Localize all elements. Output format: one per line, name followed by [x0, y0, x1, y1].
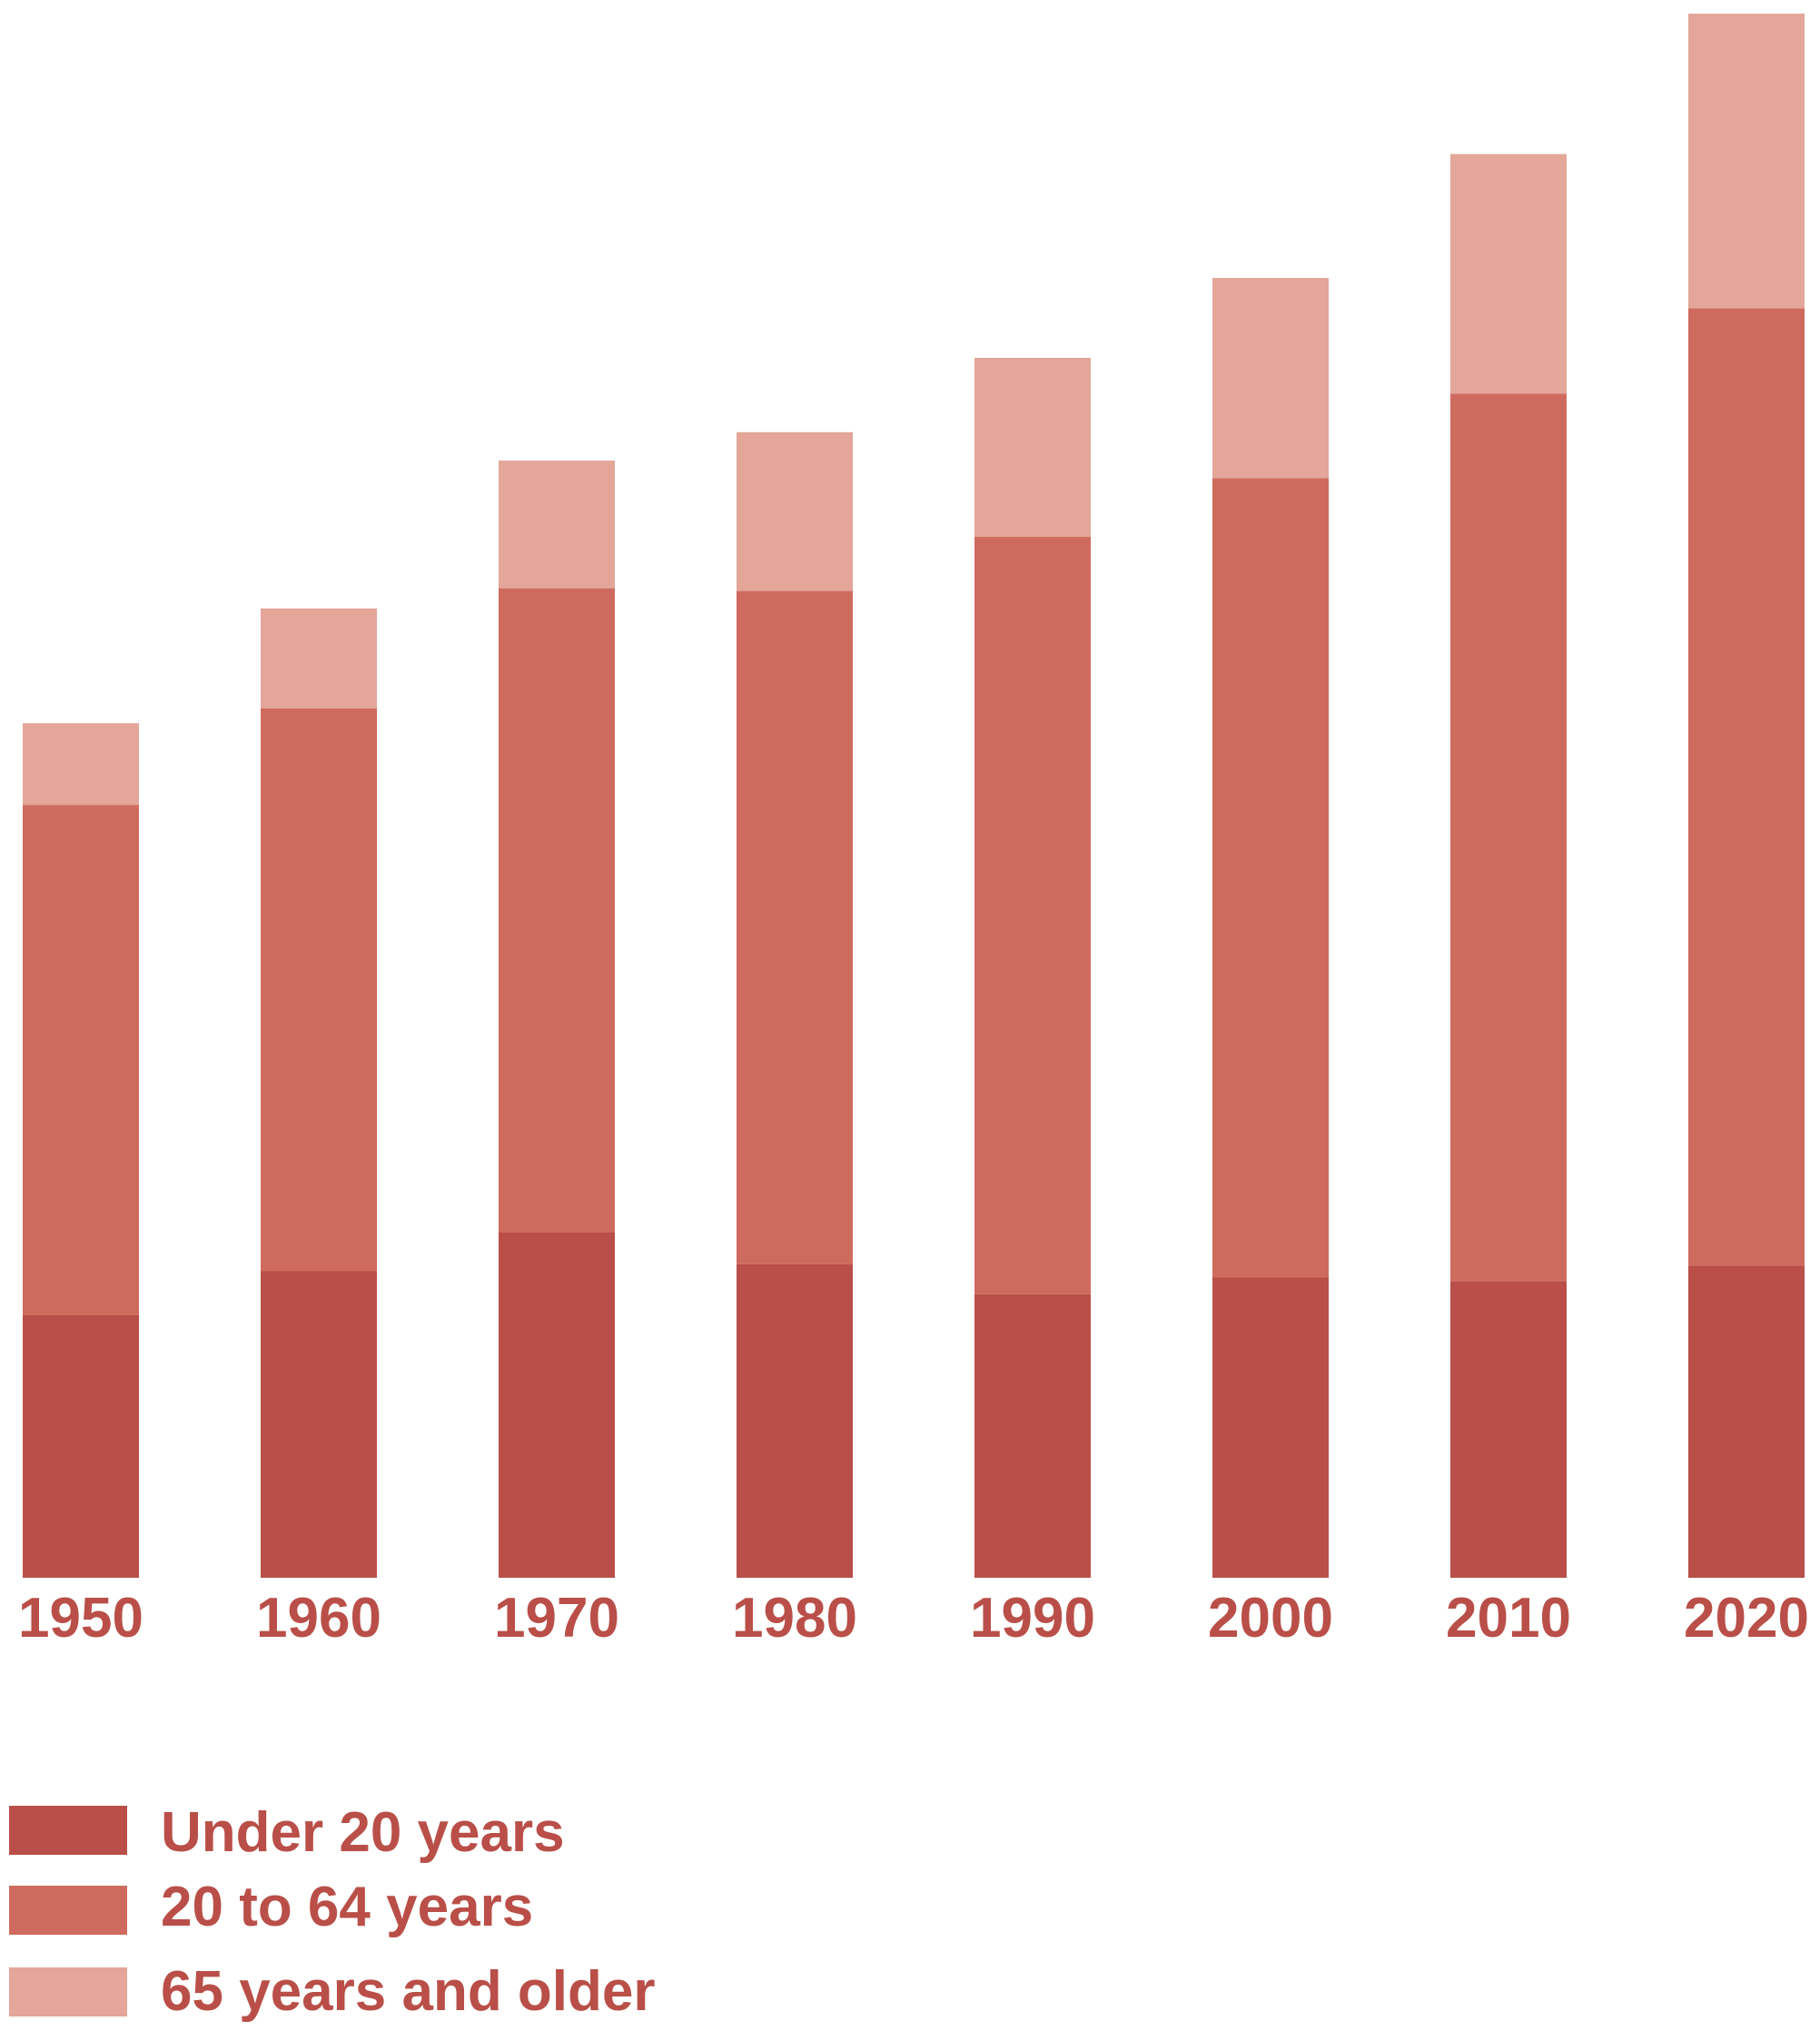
bar-1980-series-1 — [737, 590, 853, 1264]
bar-2020-series-2 — [1688, 14, 1805, 309]
bar-1950-series-2 — [23, 723, 139, 806]
x-tick-label: 1950 — [18, 1587, 143, 1650]
x-tick-label: 1960 — [256, 1587, 381, 1650]
x-tick-label: 1990 — [970, 1587, 1095, 1650]
bar-2010-series-0 — [1450, 1281, 1567, 1578]
bar-1950-series-1 — [23, 805, 139, 1315]
bar-2010-series-1 — [1450, 393, 1567, 1282]
bar-2000-series-2 — [1212, 278, 1329, 479]
legend-swatch — [9, 1886, 127, 1935]
bar-2010-series-2 — [1450, 154, 1567, 394]
bar-1990-series-0 — [974, 1293, 1091, 1578]
bars-group — [23, 14, 1805, 1578]
bar-1960-series-1 — [261, 708, 377, 1272]
bar-2020-series-0 — [1688, 1265, 1805, 1578]
bar-2000-series-0 — [1212, 1277, 1329, 1578]
bar-1960-series-0 — [261, 1271, 377, 1578]
bar-1980-series-0 — [737, 1263, 853, 1578]
bar-2000-series-1 — [1212, 478, 1329, 1278]
x-tick-label: 1980 — [732, 1587, 857, 1650]
legend: Under 20 years 20 to 64 years 65 years and… — [9, 1801, 656, 2023]
bar-1960-series-2 — [261, 608, 377, 708]
x-tick-label: 2020 — [1684, 1587, 1809, 1650]
x-tick-label: 1970 — [494, 1587, 619, 1650]
legend-label: Under 20 years — [161, 1801, 565, 1864]
bar-1970-series-1 — [499, 588, 615, 1233]
bar-1970-series-2 — [499, 461, 615, 589]
x-tick-label: 2010 — [1446, 1587, 1571, 1650]
bar-1950-series-0 — [23, 1315, 139, 1578]
x-axis-ticks: 1950 1960 1970 1980 1990 2000 2010 2020 — [18, 1587, 1809, 1650]
bar-1970-series-0 — [499, 1233, 615, 1578]
legend-label: 20 to 64 years — [161, 1876, 533, 1938]
legend-swatch — [9, 1806, 127, 1855]
bar-1990-series-2 — [974, 358, 1091, 538]
bar-2020-series-1 — [1688, 308, 1805, 1266]
legend-label: 65 years and older — [161, 1960, 656, 2023]
x-tick-label: 2000 — [1208, 1587, 1333, 1650]
bar-1980-series-2 — [737, 431, 853, 591]
bar-1990-series-1 — [974, 537, 1091, 1294]
legend-swatch — [9, 1967, 127, 2016]
